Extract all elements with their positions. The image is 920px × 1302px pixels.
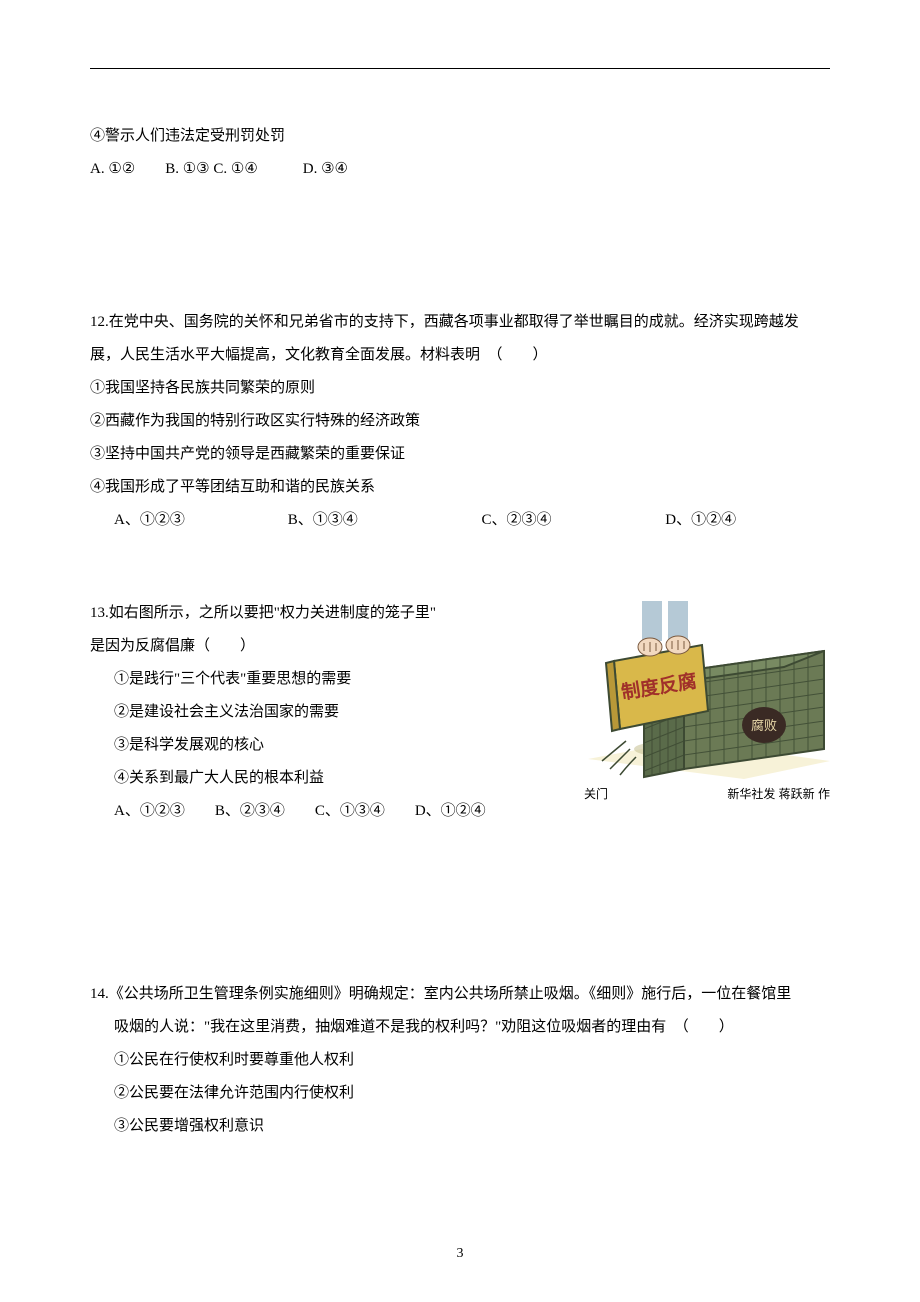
q12-s4: ④我国形成了平等团结互助和谐的民族关系 (90, 471, 830, 504)
q14-s2: ②公民要在法律允许范围内行使权利 (90, 1077, 830, 1110)
caption-right: 新华社发 蒋跃新 作 (727, 781, 830, 807)
q14-s3: ③公民要增强权利意识 (90, 1110, 830, 1143)
q12-options: A、①②③ B、①③④ C、②③④ D、①②④ (90, 504, 830, 537)
cage-illustration-icon: 腐败 制度反腐 (584, 601, 830, 779)
q14-stem-l1: 14.《公共场所卫生管理条例实施细则》明确规定：室内公共场所禁止吸烟。《细则》施… (90, 978, 830, 1011)
page-number: 3 (0, 1246, 920, 1262)
q12-optA: A、①②③ (114, 504, 284, 537)
figure-caption: 关门 新华社发 蒋跃新 作 (584, 781, 830, 807)
q12-optB: B、①③④ (288, 504, 478, 537)
q11-options: A. ①② B. ①③ C. ①④ D. ③④ (90, 153, 830, 186)
q12-optC: C、②③④ (482, 504, 662, 537)
header-rule (90, 68, 830, 69)
q12-stem-l1: 12.在党中央、国务院的关怀和兄弟省市的支持下，西藏各项事业都取得了举世瞩目的成… (90, 306, 830, 339)
q14-stem-l2: 吸烟的人说："我在这里消费，抽烟难道不是我的权利吗？"劝阻这位吸烟者的理由有 （… (90, 1011, 830, 1044)
q11-stmt4: ④警示人们违法定受刑罚处罚 (90, 120, 830, 153)
q14-s1: ①公民在行使权利时要尊重他人权利 (90, 1044, 830, 1077)
q12-stem-l2: 展，人民生活水平大幅提高，文化教育全面发展。材料表明 （ ） (90, 339, 830, 372)
page-content: ④警示人们违法定受刑罚处罚 A. ①② B. ①③ C. ①④ D. ③④ 12… (90, 70, 830, 1143)
q13-figure: 腐败 制度反腐 (584, 601, 830, 807)
q12-s2: ②西藏作为我国的特别行政区实行特殊的经济政策 (90, 405, 830, 438)
caption-left: 关门 (584, 781, 608, 807)
q12-s1: ①我国坚持各民族共同繁荣的原则 (90, 372, 830, 405)
ball-label: 腐败 (751, 718, 777, 733)
q12-optD: D、①②④ (665, 504, 736, 537)
q13-block: 13.如右图所示，之所以要把"权力关进制度的笼子里" 是因为反腐倡廉（ ） ①是… (90, 597, 830, 828)
q12-s3: ③坚持中国共产党的领导是西藏繁荣的重要保证 (90, 438, 830, 471)
